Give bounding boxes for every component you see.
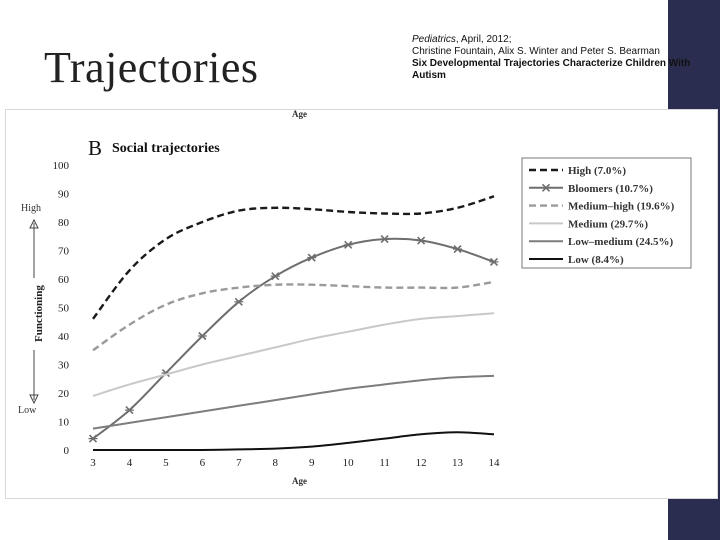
y-tick-label: 20 bbox=[58, 388, 70, 400]
citation-paper-title: Six Developmental Trajectories Character… bbox=[412, 58, 691, 81]
y-tick-label: 70 bbox=[58, 246, 70, 258]
y-down-arrowhead bbox=[29, 394, 39, 405]
legend-label-1: Bloomers (10.7%) bbox=[568, 183, 653, 195]
bloomers-point-marker bbox=[197, 331, 207, 341]
bloomers-point-marker bbox=[124, 406, 134, 415]
bloomers-point-marker bbox=[88, 434, 98, 443]
chart-title: Social trajectories bbox=[112, 141, 220, 156]
x-tick-label: 7 bbox=[236, 457, 242, 469]
x-tick-label: 9 bbox=[309, 457, 315, 469]
chart-top-axis-label: Age bbox=[292, 110, 307, 119]
chart-svg: Age B Social trajectories High Low Funct… bbox=[18, 110, 692, 486]
bloomers-point-marker bbox=[380, 235, 390, 244]
y-axis-label: Functioning bbox=[33, 285, 45, 342]
y-tick-label: 0 bbox=[64, 445, 70, 457]
x-tick-label: 14 bbox=[489, 457, 501, 469]
series-line-3 bbox=[92, 312, 495, 397]
x-tick-label: 11 bbox=[379, 457, 390, 469]
x-tick-labels: 3 4 5 6 7 8 9 10 11 12 13 14 bbox=[90, 457, 500, 469]
bloomers-point-marker bbox=[307, 253, 317, 262]
x-tick-label: 3 bbox=[90, 457, 96, 469]
bloomers-point-marker bbox=[489, 257, 499, 266]
y-high-label: High bbox=[21, 203, 41, 214]
y-tick-label: 50 bbox=[58, 303, 70, 315]
series-line-5 bbox=[93, 431, 495, 452]
x-axis-label: Age bbox=[292, 476, 307, 486]
series-line-0 bbox=[92, 195, 495, 320]
y-up-arrowhead bbox=[29, 218, 39, 229]
bloomers-point-marker bbox=[234, 297, 244, 306]
x-tick-label: 8 bbox=[273, 457, 279, 469]
x-tick-label: 5 bbox=[163, 457, 169, 469]
y-tick-label: 100 bbox=[53, 160, 70, 172]
y-tick-label: 60 bbox=[58, 274, 70, 286]
legend-label-4: Low–medium (24.5%) bbox=[568, 236, 673, 248]
chart-panel-letter: B bbox=[88, 136, 102, 160]
x-tick-label: 4 bbox=[127, 457, 133, 469]
y-tick-label: 40 bbox=[58, 331, 70, 343]
y-tick-label: 90 bbox=[58, 189, 70, 201]
bloomers-point-marker bbox=[270, 272, 280, 281]
citation-journal: Pediatrics bbox=[412, 34, 456, 45]
x-tick-label: 10 bbox=[343, 457, 355, 469]
series-layer bbox=[88, 195, 499, 452]
y-tick-labels: 0 10 20 30 40 50 60 70 80 90 100 bbox=[53, 160, 70, 457]
bloomers-point-marker bbox=[416, 236, 426, 245]
chart-figure: Age B Social trajectories High Low Funct… bbox=[6, 110, 717, 498]
y-tick-label: 80 bbox=[58, 217, 70, 229]
citation-date: , April, 2012; bbox=[455, 34, 512, 45]
legend-marker-bloomers bbox=[541, 183, 551, 192]
legend-box bbox=[521, 157, 692, 269]
citation-authors: Christine Fountain, Alix S. Winter and P… bbox=[412, 46, 660, 57]
legend-label-3: Medium (29.7%) bbox=[568, 218, 648, 230]
series-line-1 bbox=[92, 237, 495, 440]
citation: Pediatrics, April, 2012; Christine Fount… bbox=[412, 34, 697, 82]
x-tick-label: 6 bbox=[200, 457, 206, 469]
x-tick-label: 13 bbox=[452, 457, 464, 469]
legend-label-5: Low (8.4%) bbox=[568, 254, 624, 266]
chart-legend: High (7.0%) Bloomers (10.7%) Medium–high (… bbox=[521, 157, 692, 269]
bloomers-point-marker bbox=[343, 240, 353, 249]
legend-label-0: High (7.0%) bbox=[568, 165, 626, 177]
y-tick-label: 30 bbox=[58, 360, 70, 372]
y-tick-label: 10 bbox=[58, 417, 70, 429]
slide-title: Trajectories bbox=[44, 43, 259, 92]
y-axis-annotations: High Low Functioning bbox=[18, 203, 45, 416]
y-low-label: Low bbox=[18, 405, 37, 416]
series-line-2 bbox=[92, 280, 495, 352]
bloomers-point-marker bbox=[453, 245, 463, 254]
legend-label-2: Medium–high (19.6%) bbox=[568, 201, 675, 213]
x-tick-label: 12 bbox=[416, 457, 427, 469]
series-line-4 bbox=[92, 374, 495, 430]
